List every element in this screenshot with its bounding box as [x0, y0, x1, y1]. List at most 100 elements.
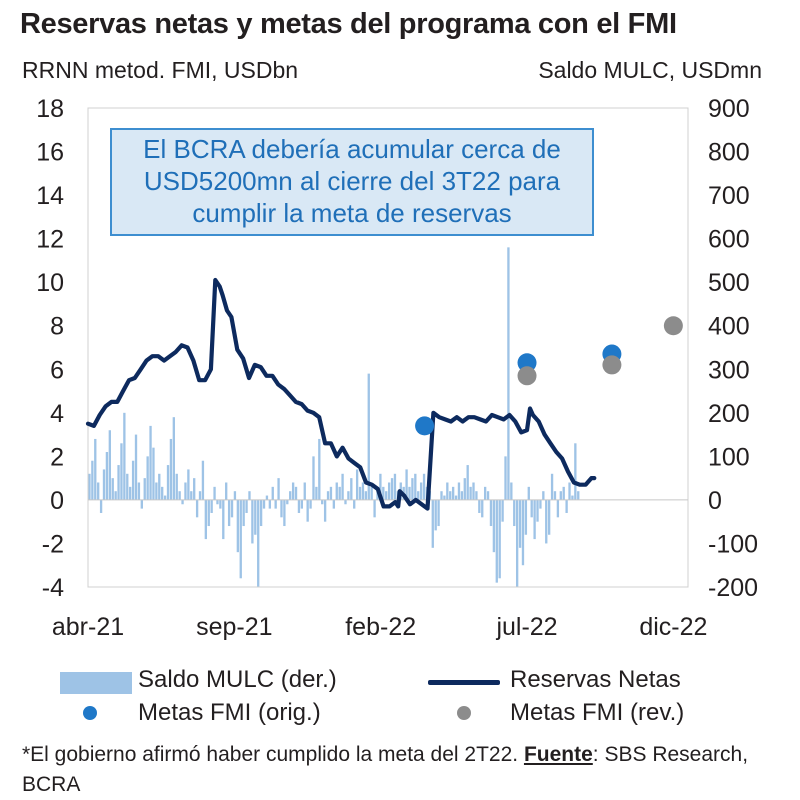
mulc-bar — [387, 482, 391, 500]
mulc-bar — [265, 495, 269, 500]
mulc-bar — [530, 499, 533, 518]
mulc-bar — [385, 491, 388, 500]
footnote-source-label: Fuente — [523, 743, 593, 766]
mulc-bar — [521, 499, 525, 566]
mulc-bar — [268, 499, 272, 509]
mulc-bar — [251, 499, 254, 544]
mulc-bar — [201, 460, 205, 500]
mulc-bar — [568, 482, 571, 500]
mulc-bar — [283, 499, 286, 527]
mulc-bar — [306, 499, 309, 522]
mulc-bar — [163, 495, 167, 500]
mulc-bar — [97, 482, 100, 500]
metas-dots — [415, 316, 683, 436]
x-tick-label: jul-22 — [495, 613, 557, 641]
y-left-tick-label: 2 — [50, 443, 64, 471]
mulc-bar — [527, 486, 530, 500]
mulc-bar — [571, 495, 574, 500]
mulc-bar — [326, 491, 330, 500]
mulc-bar — [195, 499, 199, 518]
mulc-bar — [303, 482, 306, 500]
mulc-bar — [193, 478, 196, 500]
mulc-bar — [344, 499, 347, 505]
legend-bar-label: Saldo MULC (der.) — [138, 666, 337, 693]
mulc-bar — [515, 499, 519, 587]
legend-orig-dot — [83, 706, 97, 720]
y-left-tick-label: 10 — [36, 269, 64, 297]
legend-bar-swatch — [60, 672, 132, 694]
mulc-bar — [390, 478, 394, 500]
mulc-bar — [181, 499, 184, 505]
mulc-bar — [248, 491, 251, 500]
mulc-bar — [457, 482, 461, 500]
y-right-tick-label: 300 — [708, 356, 750, 384]
mulc-bar — [475, 491, 478, 500]
mulc-bar — [134, 434, 138, 500]
mulc-bar — [146, 456, 149, 500]
mulc-bar — [367, 373, 370, 500]
x-tick-label: abr-21 — [52, 613, 124, 641]
mulc-bar — [408, 486, 411, 500]
mulc-bar — [483, 486, 487, 500]
y-right-tick-label: 900 — [708, 95, 750, 123]
mulc-bar — [355, 469, 359, 500]
mulc-bar — [323, 499, 327, 522]
mulc-bar — [190, 491, 193, 500]
mulc-bar — [562, 486, 565, 500]
mulc-bar — [510, 482, 513, 500]
mulc-bar — [178, 491, 181, 500]
mulc-bar — [431, 499, 434, 548]
mulc-bar — [291, 482, 295, 500]
chart-axes — [87, 107, 689, 588]
mulc-bar — [216, 499, 219, 505]
mulc-bar — [574, 443, 577, 500]
mulc-bar — [419, 482, 423, 500]
mulc-bar — [376, 491, 379, 500]
mulc-bar — [361, 482, 365, 500]
mulc-bar — [379, 473, 382, 500]
chart-title: Reservas netas y metas del programa con … — [20, 8, 677, 40]
mulc-bar — [210, 499, 213, 513]
mulc-bar — [533, 499, 536, 540]
mulc-bar — [577, 491, 580, 500]
mulc-bar — [271, 486, 274, 500]
mulc-bar — [245, 499, 248, 513]
mulc-bar — [393, 473, 397, 500]
annotation-box: El BCRA debería acumular cerca de USD520… — [110, 128, 594, 236]
legend-rev-dot — [457, 706, 471, 720]
mulc-bar — [373, 499, 376, 518]
mulc-bar — [347, 491, 350, 500]
mulc-bar — [411, 478, 414, 500]
mulc-bar — [277, 478, 280, 500]
y-right-tick-label: 0 — [708, 487, 722, 515]
footnote-text: *El gobierno afirmó haber cumplido la me… — [22, 743, 524, 766]
mulc-bar — [556, 499, 560, 518]
mulc-bar — [131, 460, 135, 500]
mulc-bar — [111, 478, 114, 500]
chart-canvas: -4 -2 0 2 4 6 8 10 12 14 16 18 -200 -100 0 100 200 300 400… — [36, 95, 758, 641]
legend-rev-label: Metas FMI (rev.) — [510, 699, 685, 726]
x-tick-label: feb-22 — [345, 613, 416, 641]
mulc-bar — [233, 491, 237, 500]
mulc-bar — [289, 491, 292, 500]
mulc-bar — [405, 469, 408, 500]
mulc-bar — [449, 491, 452, 500]
mulc-bar — [187, 469, 190, 500]
mulc-bar — [175, 473, 178, 500]
mulc-bar — [434, 499, 437, 531]
mulc-bar — [518, 499, 522, 548]
mulc-bar — [184, 482, 187, 500]
mulc-bar — [172, 417, 175, 500]
mulc-bar — [262, 499, 266, 509]
y-left-tick-label: 12 — [36, 226, 64, 254]
mulc-bar — [257, 499, 260, 587]
meta-fmi-rev-dot — [663, 316, 683, 336]
mulc-bar — [460, 491, 464, 500]
mulc-bar — [225, 482, 228, 500]
mulc-bar — [498, 499, 501, 579]
meta-fmi-orig-dot — [415, 416, 435, 436]
annotation-line-2: USD5200mn al cierre del 3T22 para — [143, 166, 561, 196]
mulc-bar — [129, 486, 132, 500]
mulc-bar — [140, 499, 143, 509]
mulc-bar — [437, 499, 440, 527]
